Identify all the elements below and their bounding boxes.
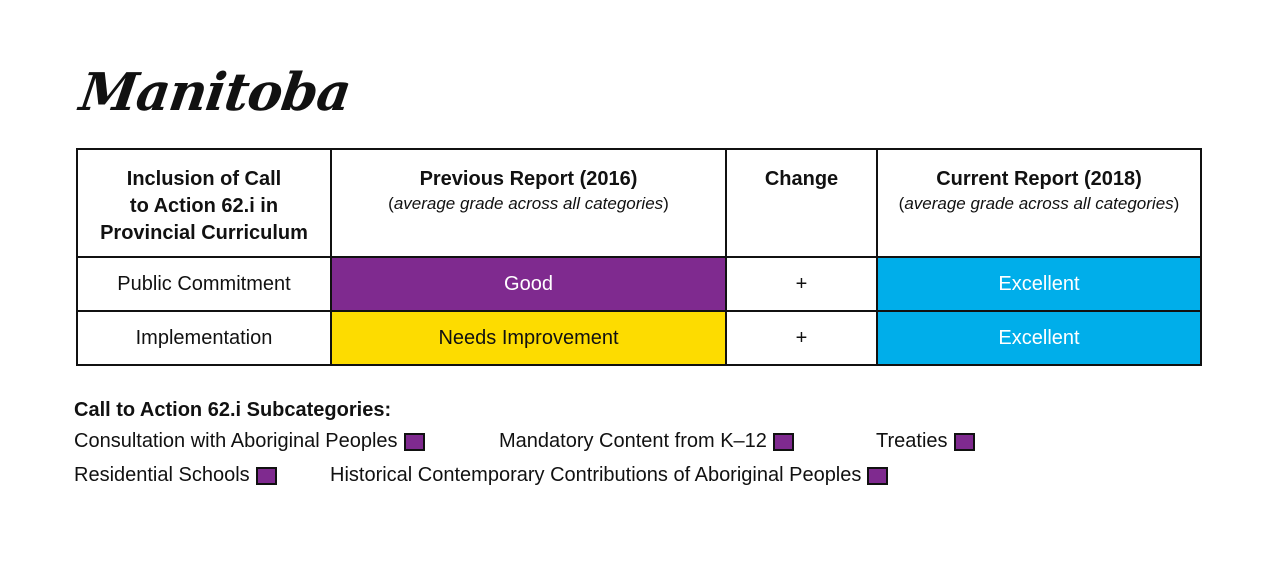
legend-item-mandatory-content: Mandatory Content from K–12: [499, 430, 794, 453]
legend-swatch: [255, 466, 277, 485]
header-previous-subtitle: (average grade across all categories): [388, 194, 669, 213]
grade-current-public-commitment: Excellent: [876, 256, 1202, 312]
header-current-report: Current Report (2018) (average grade acr…: [876, 148, 1202, 258]
table-row: Public Commitment Good + Excellent: [76, 256, 1202, 312]
subcategory-legend: Call to Action 62.i Subcategories: Consu…: [74, 399, 975, 498]
legend-swatch: [867, 466, 889, 485]
legend-item-residential-schools: Residential Schools: [74, 464, 277, 487]
change-implementation: +: [725, 310, 878, 366]
header-current-subtitle: (average grade across all categories): [898, 194, 1180, 213]
legend-swatch: [772, 432, 794, 451]
grade-previous-implementation: Needs Improvement: [330, 310, 727, 366]
grades-table: Inclusion of Call to Action 62.i in Prov…: [76, 148, 1202, 366]
legend-item-treaties: Treaties: [876, 430, 975, 453]
legend-item-consultation: Consultation with Aboriginal Peoples: [74, 430, 425, 453]
grade-previous-public-commitment: Good: [330, 256, 727, 312]
header-inclusion-line3: Provincial Curriculum: [100, 222, 308, 244]
header-inclusion-line1: Inclusion of Call: [126, 168, 282, 190]
header-current-title: Current Report (2018): [936, 168, 1142, 190]
header-inclusion: Inclusion of Call to Action 62.i in Prov…: [76, 148, 332, 258]
header-previous-report: Previous Report (2016) (average grade ac…: [330, 148, 727, 258]
header-inclusion-line2: to Action 62.i in: [129, 195, 279, 217]
header-change: Change: [725, 148, 878, 258]
change-public-commitment: +: [725, 256, 878, 312]
page-title: Manitoba: [76, 62, 355, 123]
row-label-public-commitment: Public Commitment: [76, 256, 332, 312]
grade-current-implementation: Excellent: [876, 310, 1202, 366]
legend-title: Call to Action 62.i Subcategories:: [74, 399, 392, 421]
legend-line-1: Consultation with Aboriginal Peoples Man…: [74, 430, 975, 464]
legend-swatch: [953, 432, 975, 451]
legend-line-2: Residential Schools Historical Contempor…: [74, 464, 889, 498]
header-previous-title: Previous Report (2016): [419, 168, 638, 190]
legend-swatch: [403, 432, 425, 451]
table-row: Implementation Needs Improvement + Excel…: [76, 310, 1202, 366]
legend-item-historical-contributions: Historical Contemporary Contributions of…: [330, 464, 889, 487]
row-label-implementation: Implementation: [76, 310, 332, 366]
table-header-row: Inclusion of Call to Action 62.i in Prov…: [76, 148, 1202, 258]
header-change-label: Change: [764, 168, 839, 190]
